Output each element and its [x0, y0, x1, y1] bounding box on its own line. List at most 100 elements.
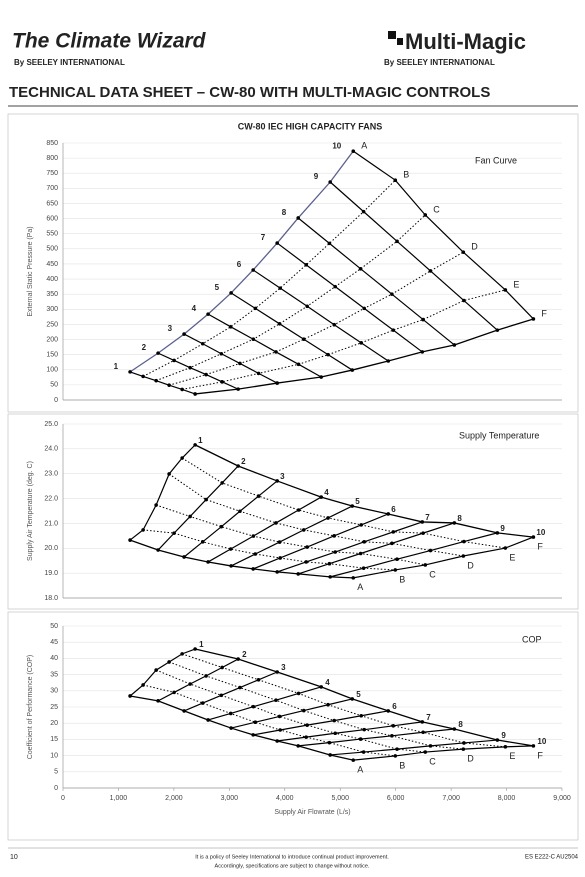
point — [141, 528, 145, 532]
speed-curve — [183, 671, 278, 712]
speed-curve — [276, 242, 423, 353]
point — [219, 351, 224, 356]
point — [328, 575, 332, 579]
point — [462, 298, 466, 303]
system-curve — [194, 648, 534, 747]
system-curve — [155, 669, 426, 753]
point — [228, 711, 233, 716]
logo-icon — [388, 31, 396, 39]
point — [386, 709, 391, 713]
speed-curve — [230, 505, 353, 567]
point — [219, 693, 224, 698]
point — [274, 350, 278, 354]
y-tick-label: 750 — [46, 170, 58, 177]
system-curve — [168, 251, 464, 386]
speed-label: 5 — [355, 497, 360, 506]
system-curve-label: D — [471, 242, 478, 252]
point — [461, 747, 466, 751]
point — [319, 495, 324, 499]
point — [275, 670, 279, 674]
point — [204, 372, 208, 377]
point — [395, 239, 399, 244]
point — [301, 528, 306, 532]
page-number: 10 — [10, 854, 18, 861]
point — [495, 328, 500, 332]
point — [154, 668, 158, 672]
point — [278, 286, 282, 290]
y-tick-label: 10 — [50, 752, 58, 759]
point — [219, 524, 224, 529]
right-byline: By SEELEY INTERNATIONAL — [384, 58, 495, 67]
point — [296, 216, 300, 220]
point — [420, 350, 425, 354]
x-tick-label: 5,000 — [331, 795, 349, 802]
system-curve-label: E — [509, 751, 515, 761]
point — [251, 733, 255, 737]
point — [172, 690, 176, 695]
system-curve-label: C — [429, 756, 436, 766]
point — [172, 358, 176, 363]
speed-label: 5 — [356, 690, 361, 699]
point — [362, 727, 367, 732]
point — [200, 341, 205, 346]
y-tick-label: 850 — [46, 140, 58, 147]
speed-label: 9 — [500, 524, 505, 533]
point — [420, 520, 425, 524]
speed-curve — [353, 745, 534, 761]
point — [390, 734, 394, 738]
y-tick-label: 0 — [54, 785, 58, 792]
speed-curve — [230, 698, 353, 729]
point — [206, 560, 210, 564]
x-tick-label: 2,000 — [165, 795, 183, 802]
speed-curve — [129, 444, 196, 541]
speed-curve — [277, 721, 423, 742]
point — [229, 564, 233, 568]
point — [461, 554, 466, 558]
point — [326, 352, 330, 357]
point — [333, 550, 338, 554]
point — [154, 378, 158, 383]
y-tick-label: 450 — [46, 261, 58, 268]
speed-label: 6 — [237, 260, 242, 269]
x-tick-label: 3,000 — [221, 795, 239, 802]
speed-label: 2 — [142, 343, 147, 352]
point — [236, 387, 240, 391]
point — [188, 365, 192, 370]
speed-label: 5 — [215, 283, 220, 292]
system-curve — [181, 653, 506, 748]
point — [253, 306, 258, 311]
system-curve-label: A — [357, 582, 363, 592]
point — [531, 535, 536, 539]
speed-curve — [129, 648, 196, 697]
system-curve — [129, 150, 354, 373]
point — [251, 337, 256, 342]
point — [238, 361, 242, 366]
point — [182, 332, 186, 336]
point — [277, 540, 282, 544]
system-curve-label: F — [541, 308, 547, 318]
system-curve — [129, 539, 354, 579]
speed-curve — [157, 658, 239, 702]
point — [296, 744, 300, 748]
point — [350, 697, 355, 701]
speed-curve — [157, 352, 239, 390]
point — [327, 740, 332, 745]
point — [180, 387, 184, 392]
point — [220, 380, 224, 384]
point — [333, 731, 338, 736]
speed-label: 7 — [425, 513, 430, 522]
point — [395, 557, 399, 562]
point — [275, 570, 279, 574]
speed-label: 10 — [332, 141, 341, 150]
point — [278, 556, 282, 560]
point — [167, 472, 171, 476]
point — [238, 509, 242, 514]
point — [228, 325, 233, 329]
point — [386, 512, 391, 516]
system-curve-label: F — [537, 750, 543, 760]
y-tick-label: 35 — [50, 671, 58, 678]
y-tick-label: 22.0 — [44, 495, 58, 502]
point — [180, 456, 184, 460]
speed-curve — [183, 480, 278, 558]
